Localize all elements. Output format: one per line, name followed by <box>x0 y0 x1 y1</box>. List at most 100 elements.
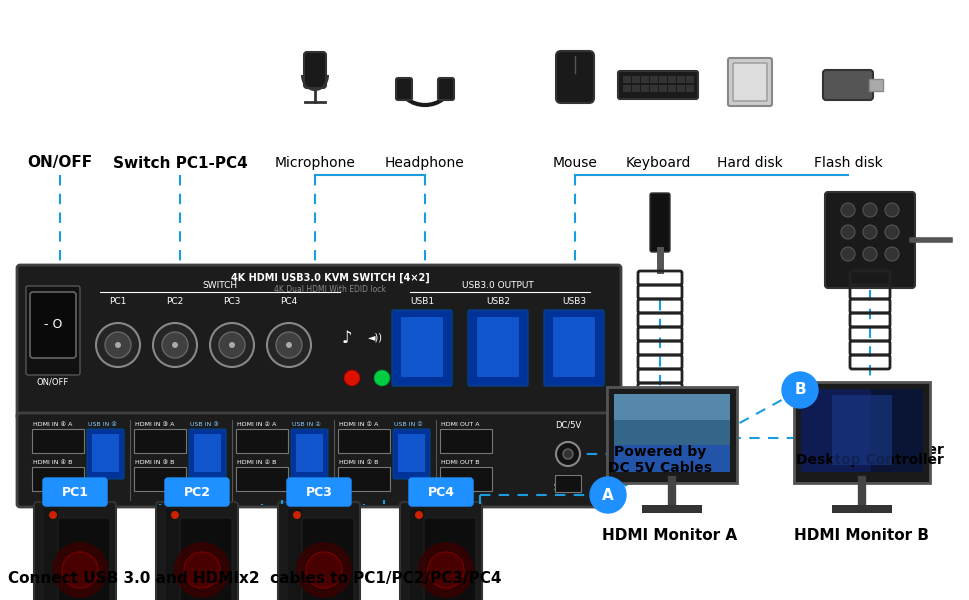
Circle shape <box>862 225 876 239</box>
Text: HDMI IN ④ A: HDMI IN ④ A <box>33 422 73 427</box>
FancyBboxPatch shape <box>676 85 685 91</box>
Text: HDMI Monitor B: HDMI Monitor B <box>794 527 928 542</box>
Circle shape <box>862 203 876 217</box>
Text: HDMI OUT B: HDMI OUT B <box>441 460 479 464</box>
Circle shape <box>293 511 300 519</box>
FancyBboxPatch shape <box>668 85 675 91</box>
Circle shape <box>427 552 463 588</box>
FancyBboxPatch shape <box>659 85 667 91</box>
Text: USB3: USB3 <box>561 298 585 307</box>
Text: USB IN ③: USB IN ③ <box>190 422 219 427</box>
Text: SWITCH: SWITCH <box>203 280 237 289</box>
Circle shape <box>49 511 57 519</box>
Circle shape <box>229 342 234 348</box>
FancyBboxPatch shape <box>337 429 390 453</box>
Circle shape <box>115 342 121 348</box>
FancyBboxPatch shape <box>301 518 354 600</box>
FancyBboxPatch shape <box>291 429 328 479</box>
FancyBboxPatch shape <box>17 413 620 507</box>
FancyBboxPatch shape <box>554 475 580 492</box>
Text: Desktop Controller: Desktop Controller <box>796 453 943 467</box>
Text: Hard disk: Hard disk <box>716 156 782 170</box>
Circle shape <box>173 542 230 598</box>
FancyBboxPatch shape <box>649 193 670 252</box>
FancyBboxPatch shape <box>800 389 870 472</box>
Text: Desktop Controller: Desktop Controller <box>796 443 943 457</box>
Text: HDMI IN ② B: HDMI IN ② B <box>236 460 276 464</box>
FancyBboxPatch shape <box>189 429 226 479</box>
FancyBboxPatch shape <box>641 76 649 82</box>
Circle shape <box>562 449 573 459</box>
Circle shape <box>589 477 625 513</box>
Text: USB IN ②: USB IN ② <box>292 422 321 427</box>
FancyBboxPatch shape <box>477 317 518 377</box>
FancyBboxPatch shape <box>156 502 237 600</box>
FancyBboxPatch shape <box>44 509 58 600</box>
FancyBboxPatch shape <box>650 85 658 91</box>
FancyBboxPatch shape <box>180 518 232 600</box>
Circle shape <box>219 332 245 358</box>
FancyBboxPatch shape <box>617 71 698 99</box>
FancyBboxPatch shape <box>641 85 649 91</box>
FancyBboxPatch shape <box>728 58 771 106</box>
Text: HDMI Monitor A: HDMI Monitor A <box>602 527 736 542</box>
Circle shape <box>840 247 854 261</box>
Text: Mouse: Mouse <box>552 156 597 170</box>
Text: USB IN ④: USB IN ④ <box>88 422 116 427</box>
FancyBboxPatch shape <box>32 467 84 491</box>
FancyBboxPatch shape <box>166 509 180 600</box>
FancyBboxPatch shape <box>831 395 891 465</box>
FancyBboxPatch shape <box>613 394 730 429</box>
Circle shape <box>96 323 140 367</box>
Circle shape <box>153 323 197 367</box>
FancyBboxPatch shape <box>397 434 424 472</box>
FancyBboxPatch shape <box>399 502 482 600</box>
Circle shape <box>305 552 342 588</box>
Text: Keyboard: Keyboard <box>625 156 690 170</box>
Circle shape <box>266 323 311 367</box>
FancyBboxPatch shape <box>544 310 604 386</box>
Text: USB1: USB1 <box>410 298 433 307</box>
FancyBboxPatch shape <box>794 382 929 483</box>
Circle shape <box>184 552 220 588</box>
Circle shape <box>418 542 474 598</box>
Text: PC4: PC4 <box>427 485 454 499</box>
FancyBboxPatch shape <box>134 429 186 453</box>
FancyBboxPatch shape <box>134 467 186 491</box>
FancyBboxPatch shape <box>43 478 107 506</box>
FancyBboxPatch shape <box>650 76 658 82</box>
Circle shape <box>162 332 188 358</box>
Text: SWITCH: SWITCH <box>552 484 582 493</box>
FancyBboxPatch shape <box>552 317 594 377</box>
FancyBboxPatch shape <box>438 78 453 100</box>
FancyBboxPatch shape <box>34 502 116 600</box>
FancyBboxPatch shape <box>868 79 882 91</box>
FancyBboxPatch shape <box>423 518 476 600</box>
FancyBboxPatch shape <box>676 76 685 82</box>
FancyBboxPatch shape <box>409 478 473 506</box>
Circle shape <box>415 511 422 519</box>
FancyBboxPatch shape <box>17 265 620 419</box>
Text: B: B <box>794 383 805 397</box>
FancyBboxPatch shape <box>668 76 675 82</box>
FancyBboxPatch shape <box>613 420 730 472</box>
FancyBboxPatch shape <box>659 76 667 82</box>
FancyBboxPatch shape <box>296 434 323 472</box>
FancyBboxPatch shape <box>440 467 491 491</box>
FancyBboxPatch shape <box>165 478 229 506</box>
Circle shape <box>171 511 179 519</box>
FancyBboxPatch shape <box>26 286 79 375</box>
Text: Flash disk: Flash disk <box>813 156 882 170</box>
Text: ♪: ♪ <box>341 329 352 347</box>
Text: Powered by
DC 5V Cables: Powered by DC 5V Cables <box>608 435 711 465</box>
Text: DC/5V: DC/5V <box>554 421 580 430</box>
Circle shape <box>374 370 390 386</box>
Circle shape <box>840 203 854 217</box>
FancyBboxPatch shape <box>395 78 412 100</box>
Circle shape <box>172 342 178 348</box>
Text: PC1: PC1 <box>61 485 88 499</box>
Text: PC2: PC2 <box>183 485 210 499</box>
Text: ◄)): ◄)) <box>367 333 382 343</box>
FancyBboxPatch shape <box>825 192 914 288</box>
FancyBboxPatch shape <box>30 292 76 358</box>
